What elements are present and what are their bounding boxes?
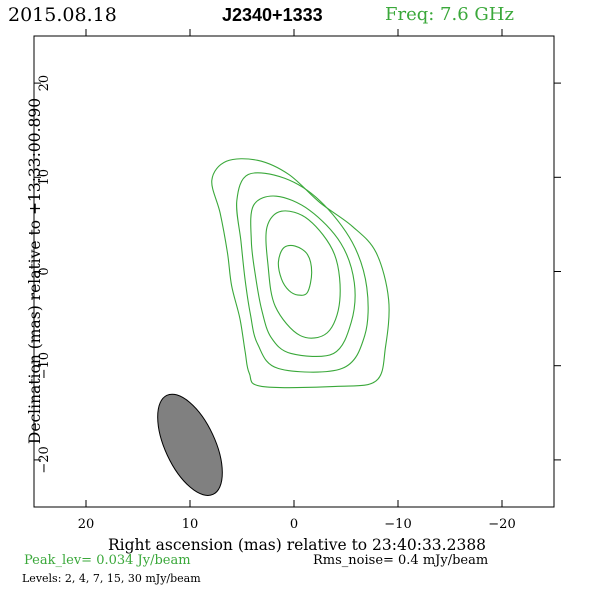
x-tick-label: −10 (384, 517, 411, 532)
y-axis-label: Declination (mas) relative to +13:33:00.… (26, 98, 44, 444)
plot-frame (33, 35, 555, 508)
y-tick-label: 20 (37, 75, 52, 92)
peak-level: Peak_lev= 0.034 Jy/beam (24, 553, 191, 568)
tick-layer (34, 29, 561, 507)
x-tick-label: −20 (488, 517, 515, 532)
tick-label-layer: 20 10 0 −10 −20 −20 −10 0 10 20 (37, 75, 516, 532)
y-tick-label: −20 (37, 446, 52, 473)
contour-level-15 (265, 210, 341, 339)
x-tick-label: 20 (78, 517, 95, 532)
rms-noise: Rms_noise= 0.4 mJy/beam (313, 553, 489, 568)
beam-layer (157, 393, 223, 496)
y-tick-label: 0 (37, 267, 52, 275)
contour-level-30 (277, 244, 313, 296)
contour-levels: Levels: 2, 4, 7, 15, 30 mJy/beam (22, 572, 201, 585)
x-axis-label: Right ascension (mas) relative to 23:40:… (108, 536, 486, 554)
y-tick-label: 10 (37, 169, 52, 186)
source-name: J2340+1333 (222, 5, 323, 25)
contour-level-2 (211, 158, 390, 389)
frequency-label: Freq: 7.6 GHz (385, 4, 514, 25)
beam-ellipse (157, 393, 223, 496)
y-tick-label: −10 (37, 352, 52, 379)
x-tick-label: 0 (290, 517, 298, 532)
contour-level-7 (250, 195, 356, 357)
contour-layer (211, 158, 390, 389)
observation-date: 2015.08.18 (8, 4, 117, 26)
x-tick-label: 10 (182, 517, 199, 532)
contour-level-4 (236, 172, 369, 373)
